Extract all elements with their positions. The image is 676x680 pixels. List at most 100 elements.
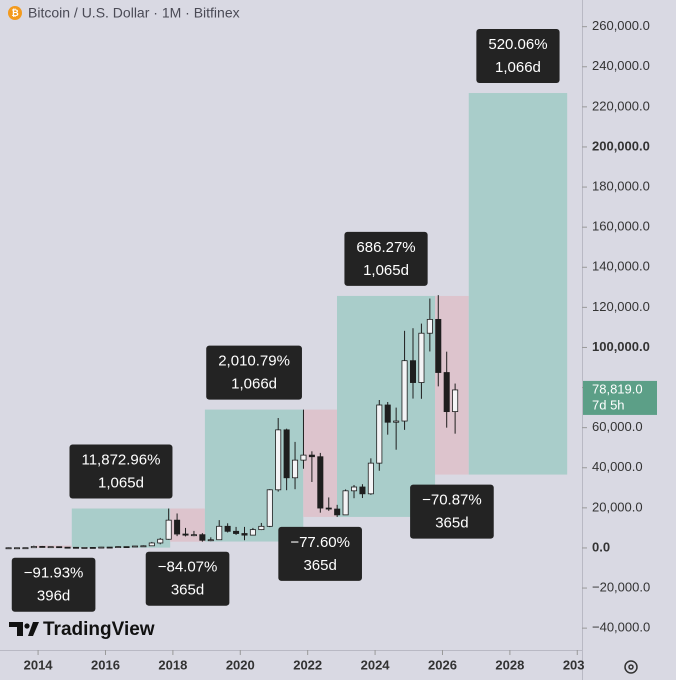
x-tick-label: 2026 (428, 657, 457, 672)
measure-duration: 396d (37, 588, 70, 605)
measure-percent: −91.93% (24, 565, 84, 582)
measure-label-box (344, 231, 428, 286)
candle-body (39, 546, 46, 548)
y-tick-label: 180,000.0 (592, 178, 650, 193)
y-tick-label: 200,000.0 (592, 138, 650, 153)
candle-body (283, 429, 290, 479)
measure-label: −70.87% 365d (410, 484, 494, 539)
measure-label-box (206, 345, 302, 400)
measure-percent: −84.07% (158, 559, 218, 576)
x-tick-label: 2018 (158, 657, 187, 672)
candle-body (266, 489, 273, 527)
measure-duration: 365d (435, 515, 468, 532)
candle-body (393, 420, 400, 423)
y-tick-label: 40,000.0 (592, 459, 643, 474)
y-tick-label: 120,000.0 (592, 299, 650, 314)
countdown-label: 7d 5h (592, 397, 625, 412)
candle-body (376, 404, 383, 464)
measure-box (468, 93, 568, 475)
candle-body (190, 534, 197, 537)
x-tick-label: 2028 (495, 657, 524, 672)
candle-body (216, 525, 223, 541)
y-tick-label: 260,000.0 (592, 18, 650, 33)
measure-duration: 1,066d (231, 376, 277, 393)
measure-label-box (410, 484, 494, 539)
symbol-icon-text: ₿ (11, 8, 18, 18)
candle-body (342, 490, 349, 516)
candle-body (207, 539, 214, 542)
candle-body (106, 546, 113, 549)
candle-body (334, 508, 341, 516)
candle-body (131, 545, 138, 548)
candle-body (30, 546, 37, 549)
measure-duration: 365d (171, 582, 204, 599)
candle-body (148, 542, 155, 547)
x-tick-label: 2014 (24, 657, 54, 672)
settings-icon[interactable] (624, 660, 638, 674)
candle-body (224, 525, 231, 532)
candle-body (241, 533, 248, 536)
y-tick-label: −20,000.0 (592, 579, 650, 594)
x-tick-label: 2030 (563, 657, 592, 672)
measure-percent: 11,872.96% (81, 451, 160, 468)
candle-body (401, 360, 408, 422)
candle-body (292, 459, 299, 479)
last-price-label: 78,819.0 (592, 381, 643, 396)
measure-label: 686.27% 1,065d (344, 231, 428, 286)
measure-label-box (69, 444, 173, 499)
measure-label-box (11, 557, 96, 612)
measure-box (71, 508, 171, 548)
candle-body (409, 360, 417, 383)
candle-body (98, 546, 105, 549)
last-price-tag (583, 380, 657, 415)
measure-percent: −70.87% (422, 492, 482, 509)
measure-label-box (278, 526, 362, 581)
x-tick-label: 2016 (91, 657, 120, 672)
plot-area (5, 93, 568, 550)
y-tick-label: −40,000.0 (592, 620, 650, 635)
candle-body (317, 456, 324, 509)
candle-body (359, 486, 366, 495)
watermark-logo (9, 622, 39, 636)
x-tick-label: 2022 (293, 657, 322, 672)
candle-body (182, 533, 189, 536)
measure-percent: 2,010.79% (218, 353, 290, 370)
candle-body (165, 519, 172, 540)
measure-label: 11,872.96% 1,065d (69, 444, 173, 499)
y-tick-label: 240,000.0 (592, 58, 650, 73)
candle-body (64, 546, 71, 549)
measure-duration: 1,065d (363, 262, 409, 279)
candle-body (435, 318, 442, 373)
watermark: TradingView (43, 619, 155, 640)
symbol-icon (8, 6, 22, 20)
candle-body (174, 519, 181, 535)
measure-label: 2,010.79% 1,066d (206, 345, 302, 400)
measure-label: −91.93% 396d (11, 557, 96, 612)
measure-label: 520.06% 1,066d (476, 29, 560, 84)
time-axis: 2014 2016 2018 2020 2022 2024 2026 2028 2030 (24, 650, 592, 672)
candle-body (22, 547, 29, 550)
y-tick-label: 220,000.0 (592, 98, 650, 113)
measure-duration: 1,065d (98, 474, 144, 491)
x-tick-label: 2024 (361, 657, 391, 672)
candle-body (325, 507, 332, 510)
candle-body (258, 525, 265, 531)
candle-body (384, 404, 391, 423)
candle-body (115, 546, 122, 549)
measure-percent: 520.06% (488, 36, 547, 53)
candle-body (89, 547, 96, 549)
candle-body (72, 546, 80, 549)
x-tick-label: 2020 (226, 657, 255, 672)
candle-body (418, 332, 425, 383)
measure-label-box (145, 551, 230, 606)
candle-body (81, 547, 88, 549)
candle-body (56, 546, 63, 549)
candle-body (140, 545, 147, 548)
y-tick-label: 140,000.0 (592, 259, 650, 274)
y-tick-label: 100,000.0 (592, 339, 650, 354)
measure-percent: 686.27% (356, 239, 415, 256)
chart-title: Bitcoin / U.S. Dollar · 1M · Bitfinex (28, 5, 240, 21)
candle-body (367, 462, 374, 495)
